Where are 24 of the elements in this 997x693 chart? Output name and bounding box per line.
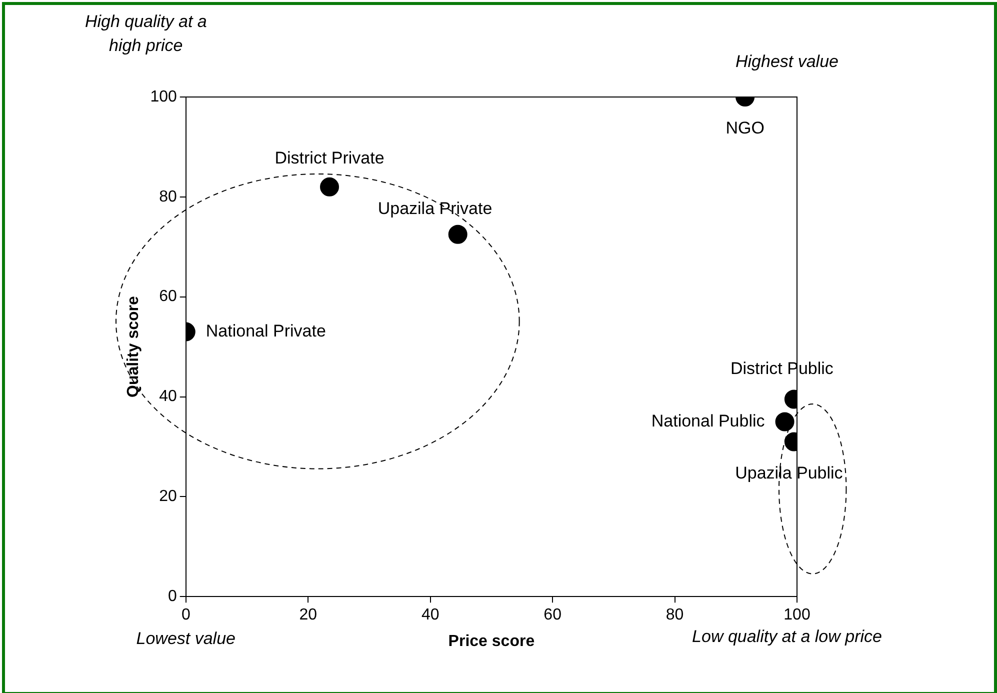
y-tick-label: 0	[168, 588, 177, 606]
x-tick-label: 100	[784, 606, 810, 624]
text: High quality at a high price	[84, 11, 208, 57]
x-tick-label: 20	[299, 606, 318, 624]
y-tick-label: 60	[159, 288, 177, 306]
text: Highest value	[734, 51, 840, 73]
text: Lowest value	[135, 628, 236, 650]
y-tick-label: 80	[159, 188, 177, 206]
x-tick-label: 60	[544, 606, 562, 624]
y-tick-label: 20	[159, 488, 177, 506]
x-tick-label: 80	[666, 606, 684, 624]
y-axis-title: Quality score	[125, 296, 142, 398]
annotation: Upazila Private	[378, 199, 492, 218]
annotation: NGO	[726, 118, 764, 138]
annotation: Upazila Public	[735, 463, 844, 482]
x-axis-title: Price score	[448, 632, 535, 650]
annotation: District Private	[274, 148, 384, 168]
annotation: National Private	[206, 322, 326, 340]
annotation: National Public	[651, 411, 766, 430]
x-tick-label: 40	[421, 606, 440, 624]
y-tick-label: 40	[159, 388, 177, 406]
y-tick-label: 100	[150, 88, 177, 106]
text: Low quality at a low price	[692, 626, 882, 648]
x-tick-label: 0	[181, 606, 190, 624]
